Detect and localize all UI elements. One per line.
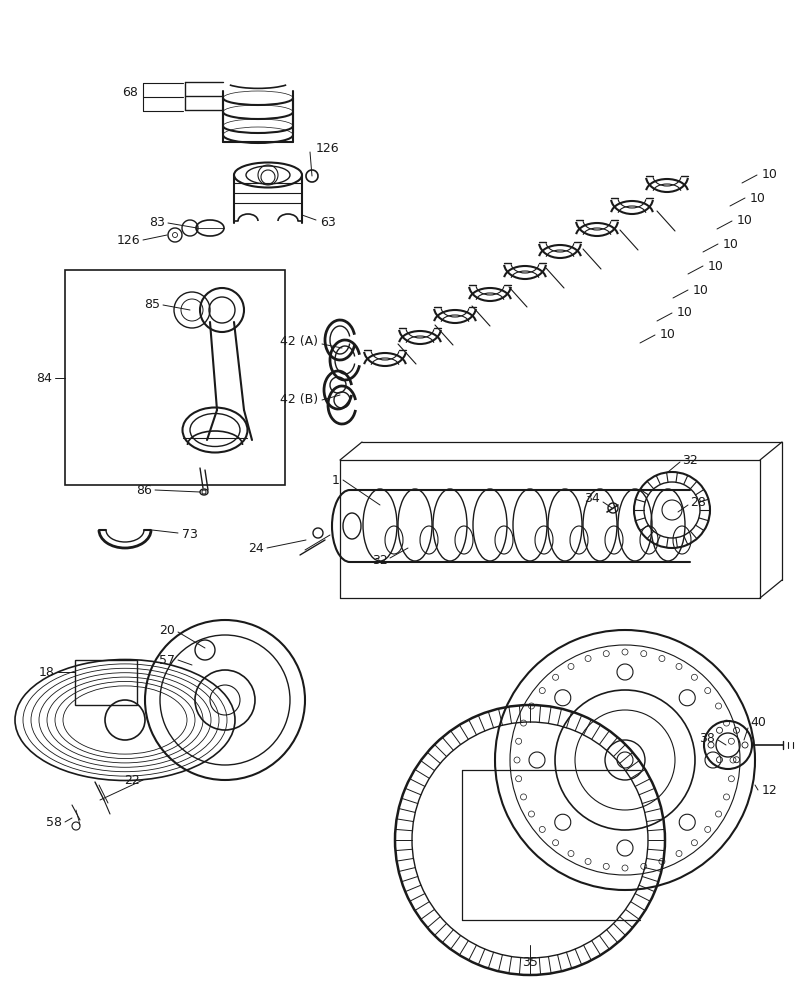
Text: 32: 32 (682, 454, 698, 466)
Text: 10: 10 (677, 306, 693, 320)
Text: 83: 83 (149, 216, 165, 229)
Text: 42 (A): 42 (A) (280, 336, 318, 349)
Text: 28: 28 (690, 495, 706, 508)
Text: 34: 34 (584, 491, 600, 504)
Text: 42 (B): 42 (B) (280, 393, 318, 406)
Text: 24: 24 (248, 542, 264, 554)
Text: 73: 73 (182, 528, 198, 542)
Text: 58: 58 (46, 816, 62, 828)
Text: 12: 12 (762, 784, 778, 796)
Text: 35: 35 (522, 956, 538, 968)
Text: 10: 10 (762, 168, 778, 182)
Text: 10: 10 (660, 328, 675, 342)
Text: 84: 84 (36, 371, 52, 384)
Text: 18: 18 (39, 666, 55, 678)
Text: 40: 40 (750, 716, 766, 728)
Text: 63: 63 (320, 216, 336, 229)
Text: 10: 10 (723, 237, 739, 250)
Text: 57: 57 (159, 654, 175, 666)
Text: 20: 20 (159, 624, 175, 637)
Text: 126: 126 (316, 141, 339, 154)
Text: 126: 126 (116, 233, 140, 246)
Bar (65, 270, 285, 485)
Text: 22: 22 (124, 774, 140, 786)
Text: 10: 10 (750, 192, 766, 205)
Text: 38: 38 (699, 732, 715, 744)
Text: 86: 86 (136, 484, 152, 496)
Text: 10: 10 (708, 259, 724, 272)
Text: 10: 10 (737, 215, 753, 228)
Text: 68: 68 (122, 87, 138, 100)
Text: 85: 85 (144, 298, 160, 312)
Bar (75, 660, 137, 705)
Text: 32: 32 (372, 554, 388, 566)
Text: 1: 1 (332, 474, 340, 487)
Text: 10: 10 (693, 284, 709, 296)
